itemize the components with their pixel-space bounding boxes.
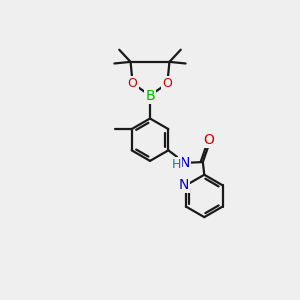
Text: O: O bbox=[162, 77, 172, 90]
Text: B: B bbox=[145, 88, 155, 103]
Text: O: O bbox=[203, 133, 214, 147]
Text: H: H bbox=[172, 158, 181, 171]
Text: N: N bbox=[179, 156, 190, 170]
Text: N: N bbox=[178, 178, 189, 192]
Text: O: O bbox=[128, 77, 138, 90]
